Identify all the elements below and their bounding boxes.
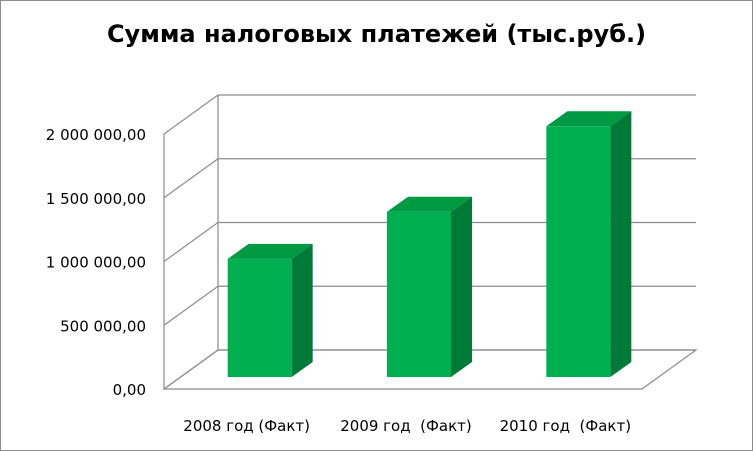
x-tick-label: 2009 год (Факт) — [340, 417, 472, 435]
bars-layer — [227, 111, 632, 378]
bar-front — [387, 211, 451, 377]
y-tick-label: 500 000,00 — [60, 317, 146, 335]
bar-top — [387, 196, 472, 212]
chart-title: Сумма налоговых платежей (тыс.руб.) — [106, 20, 647, 48]
side-wall-line — [163, 222, 219, 262]
bar-side — [451, 196, 472, 377]
bar-front — [227, 258, 292, 377]
bar-side — [291, 243, 313, 377]
bar — [387, 196, 472, 377]
y-tick-label: 2 000 000,00 — [46, 126, 146, 144]
bar-top — [546, 111, 632, 127]
bar-top — [227, 243, 313, 259]
side-wall-line — [163, 94, 219, 135]
bar-front — [546, 126, 611, 378]
bar — [546, 111, 632, 378]
bar-side — [610, 111, 632, 378]
x-tick-labels: 2008 год (Факт) 2009 год (Факт) 2010 год (… — [183, 417, 631, 435]
floor-plane — [162, 349, 698, 390]
side-wall-line — [163, 285, 219, 326]
y-tick-labels: 0,00 500 000,00 1 000 000,00 1 500 000,00 2 … — [46, 126, 146, 399]
floor-layer — [162, 349, 698, 390]
x-tick-label: 2008 год (Факт) — [183, 417, 310, 435]
x-tick-label: 2010 год (Факт) — [500, 417, 632, 435]
bar — [227, 243, 313, 377]
side-wall-line — [163, 158, 219, 199]
y-tick-label: 0,00 — [113, 381, 146, 399]
y-tick-label: 1 500 000,00 — [46, 190, 146, 208]
y-tick-label: 1 000 000,00 — [46, 254, 146, 272]
